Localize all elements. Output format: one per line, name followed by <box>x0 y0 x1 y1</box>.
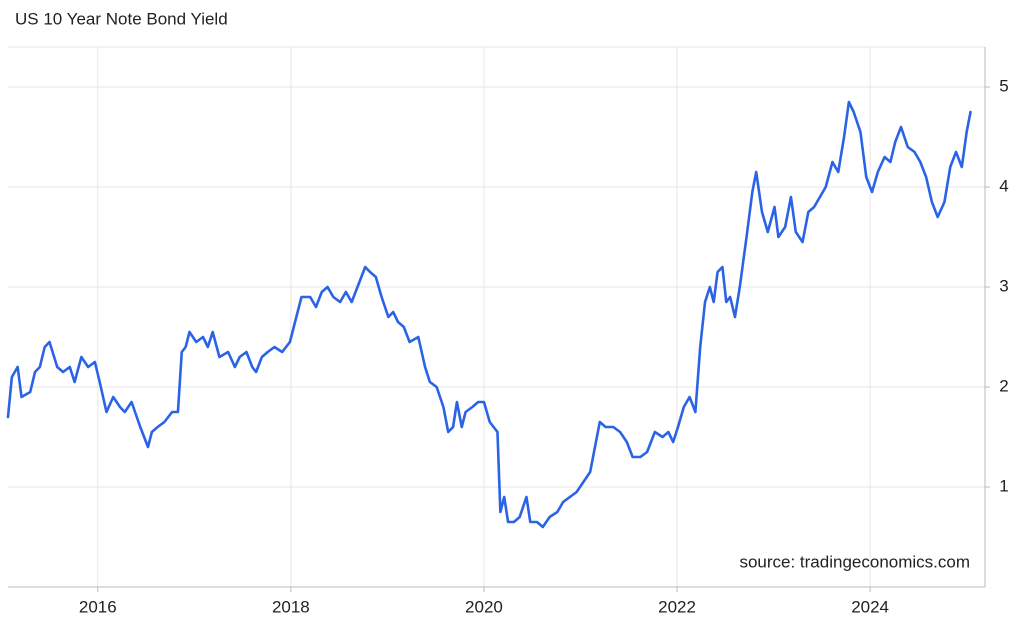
y-tick-label: 2 <box>999 376 1008 395</box>
grid <box>8 47 985 587</box>
y-tick-label: 3 <box>999 276 1008 295</box>
line-series <box>6 100 972 529</box>
x-tick-label: 2018 <box>272 597 310 616</box>
y-tick-label: 4 <box>999 176 1008 195</box>
x-tick-label: 2022 <box>658 597 696 616</box>
x-tick-label: 2020 <box>465 597 503 616</box>
source-note: source: tradingeconomics.com <box>739 552 970 571</box>
x-tick-label: 2016 <box>79 597 117 616</box>
chart-title: US 10 Year Note Bond Yield <box>15 9 228 28</box>
x-tick-label: 2024 <box>851 597 889 616</box>
y-tick-label: 1 <box>999 476 1008 495</box>
y-tick-label: 5 <box>999 76 1008 95</box>
